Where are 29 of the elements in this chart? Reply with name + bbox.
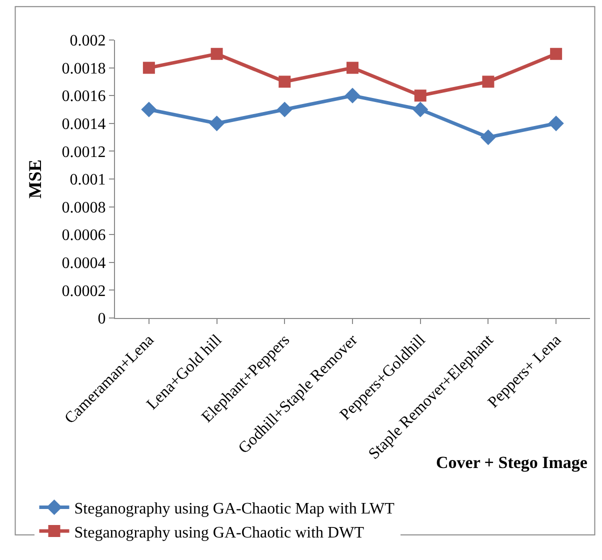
point bbox=[550, 48, 562, 60]
y-tick-label: 0.0018 bbox=[62, 60, 106, 78]
point bbox=[141, 102, 157, 118]
point bbox=[482, 76, 494, 88]
legend-label: Steganography using GA-Chaotic Map with LWT bbox=[74, 500, 395, 518]
point bbox=[208, 116, 225, 132]
legend-label: Steganography using GA-Chaotic with DWT bbox=[74, 524, 364, 542]
point bbox=[276, 102, 292, 118]
y-axis-title: MSE bbox=[25, 159, 45, 199]
y-tick-label: 0.0014 bbox=[62, 116, 106, 133]
point bbox=[412, 102, 428, 118]
point bbox=[414, 90, 426, 102]
y-tick-label: 0.0012 bbox=[62, 144, 106, 161]
y-tick-label: 0.002 bbox=[70, 32, 106, 50]
x-axis-title: Cover + Stego Image bbox=[436, 453, 588, 472]
point bbox=[344, 88, 360, 104]
point bbox=[278, 76, 291, 88]
point bbox=[548, 116, 564, 132]
y-tick-label: 0.0016 bbox=[62, 88, 106, 106]
y-tick-label: 0.0004 bbox=[62, 255, 106, 272]
y-tick-label: 0.0002 bbox=[62, 282, 106, 300]
y-tick-label: 0 bbox=[98, 310, 106, 328]
y-tick-label: 0.001 bbox=[70, 172, 106, 189]
point bbox=[210, 48, 223, 60]
y-tick-label: 0.0008 bbox=[62, 199, 106, 216]
point bbox=[480, 130, 496, 146]
point bbox=[346, 62, 358, 74]
y-tick-label: 0.0006 bbox=[62, 227, 106, 244]
point bbox=[142, 62, 155, 74]
